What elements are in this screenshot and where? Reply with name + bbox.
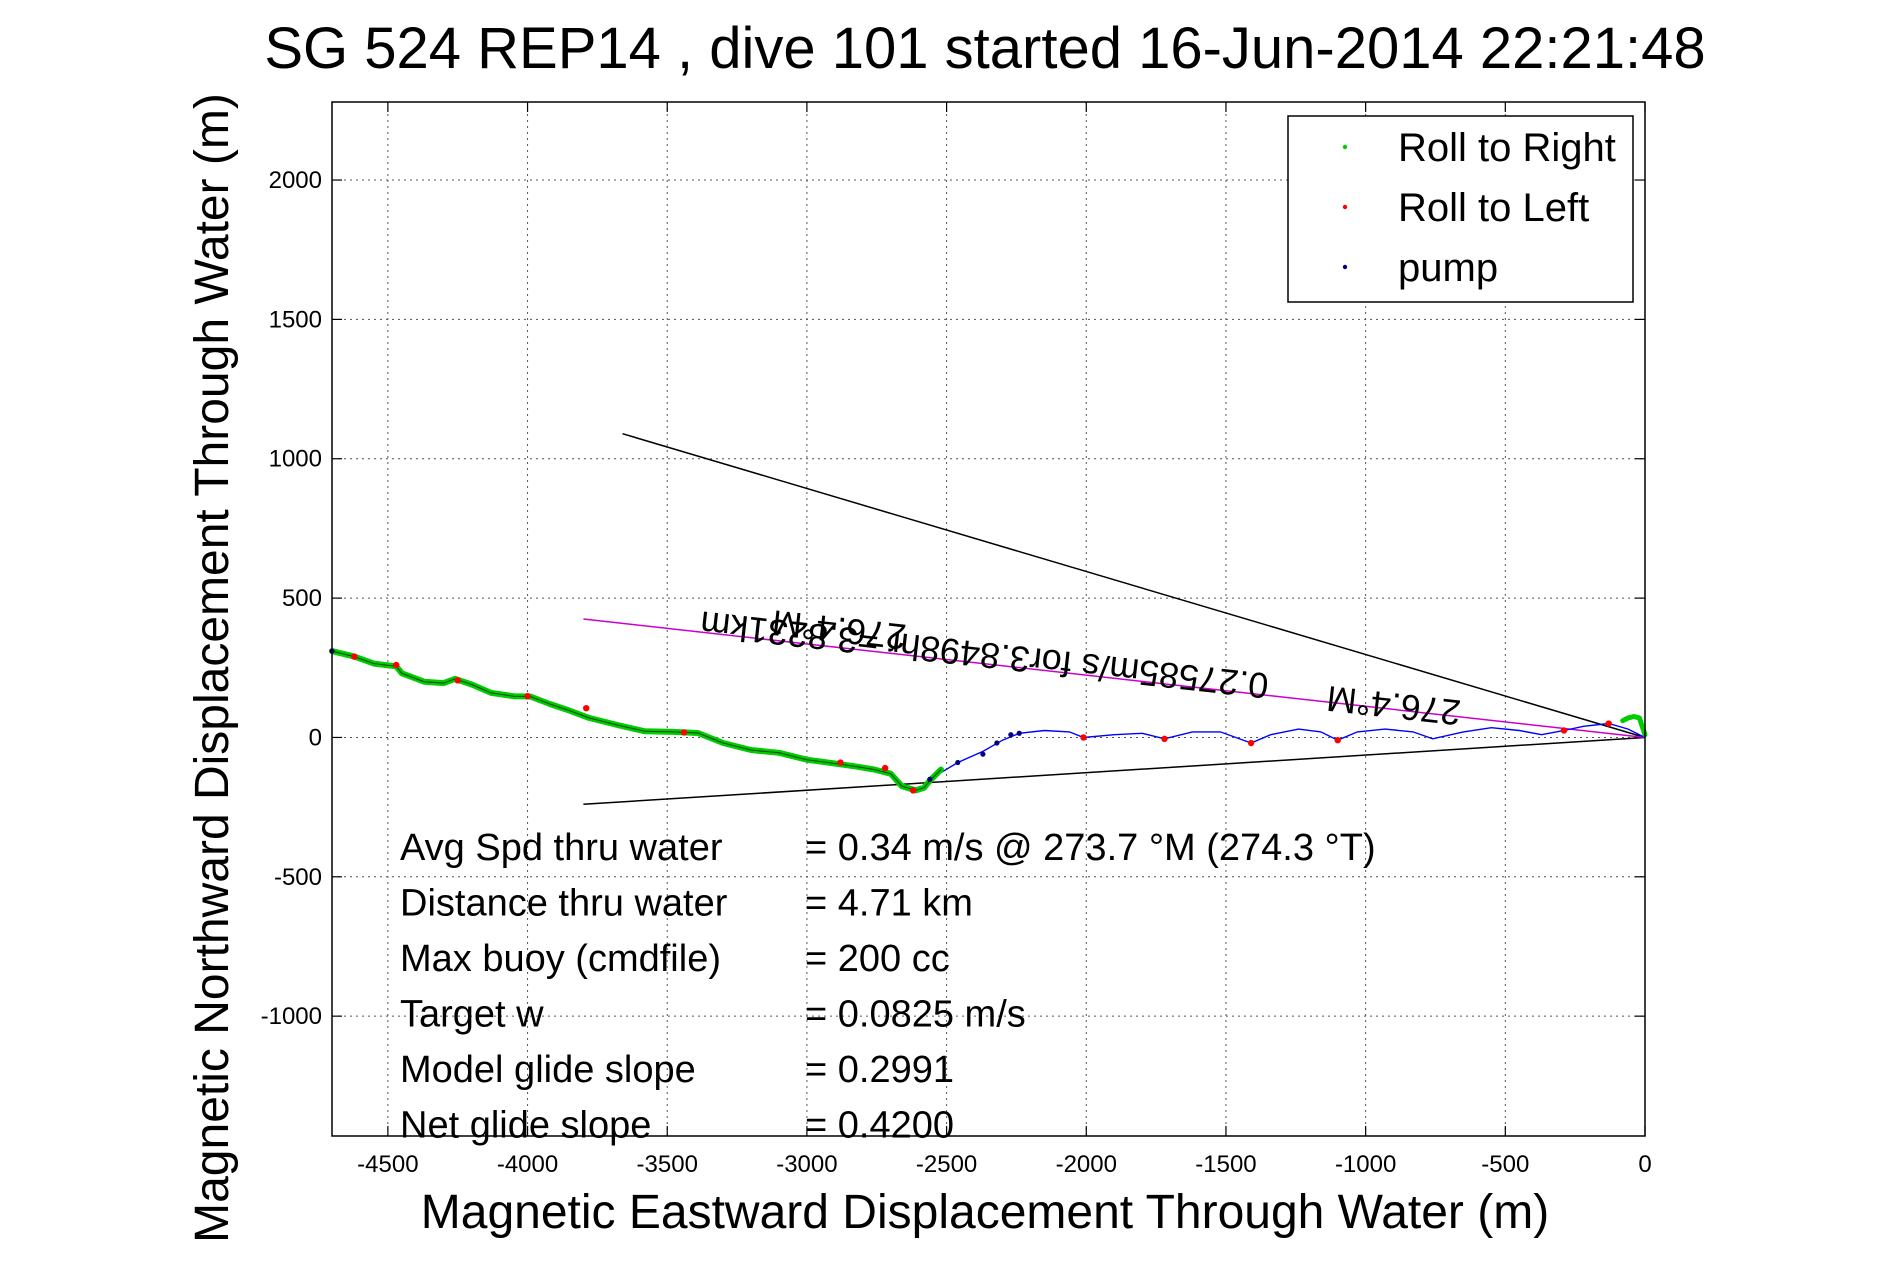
stats-block: Avg Spd thru water = 0.34 m/s @ 273.7 °M … [400, 827, 1376, 1147]
stat-value: = 0.4200 [805, 1105, 954, 1147]
legend: Roll to Right Roll to Left pump [1287, 115, 1634, 303]
roll-left-point [909, 787, 917, 794]
roll-left-point [1247, 739, 1255, 747]
legend-label: pump [1398, 246, 1498, 290]
track-line [929, 722, 1646, 780]
y-tick-label: -500 [274, 864, 322, 891]
roll-left-point [680, 729, 688, 736]
stat-label: Model glide slope [400, 1049, 696, 1091]
y-tick-label: 1500 [269, 306, 322, 333]
y-tick-label: 0 [309, 724, 322, 751]
roll-right-track-core [331, 650, 942, 791]
pump-point [1008, 732, 1014, 738]
x-tick-label: 0 [1638, 1151, 1651, 1178]
heading-line [583, 618, 1646, 739]
x-tick-label: -1000 [1335, 1151, 1396, 1178]
legend-marker [1342, 144, 1348, 150]
pump-point [994, 740, 1000, 746]
roll-left-point [1080, 734, 1087, 741]
stat-label: Max buoy (cmdfile) [400, 938, 721, 980]
roll-left-point [583, 704, 590, 712]
chart-title: SG 524 REP14 , dive 101 started 16-Jun-2… [264, 16, 1705, 81]
roll-left-point [351, 653, 358, 660]
y-tick-label: 2000 [269, 167, 322, 194]
legend-label: Roll to Left [1398, 186, 1589, 230]
pump-point [1016, 730, 1022, 736]
data-series [329, 432, 1648, 806]
pump-point [980, 751, 986, 757]
roll-left-point [1161, 735, 1168, 743]
y-ticks: -1000 -500 0 500 1000 1500 2000 [261, 167, 1645, 1030]
stat-label: Target w [400, 994, 544, 1036]
y-axis-title: Magnetic Northward Displacement Through … [186, 93, 239, 1243]
axes-border [331, 101, 1646, 1137]
stat-label: Distance thru water [400, 883, 728, 925]
roll-left-point [1560, 727, 1568, 734]
stat-label: Net glide slope [400, 1105, 651, 1147]
roll-left-point [1334, 737, 1341, 744]
stat-value: = 0.0825 m/s [805, 994, 1026, 1036]
legend-marker [1342, 204, 1348, 210]
stat-value: = 0.2991 [805, 1049, 954, 1091]
roll-right-track-tail [1620, 714, 1648, 738]
x-axis-title: Magnetic Eastward Displacement Through W… [421, 1186, 1549, 1239]
y-tick-label: 1000 [269, 446, 322, 473]
legend-marker [1342, 264, 1348, 270]
x-tick-label: -4500 [357, 1151, 418, 1178]
x-tick-label: -1500 [1195, 1151, 1256, 1178]
x-tick-label: -2500 [916, 1151, 977, 1178]
x-tick-label: -500 [1481, 1151, 1529, 1178]
pump-point [955, 759, 961, 766]
upper-reference-line [622, 432, 1646, 739]
stat-value: = 200 cc [805, 938, 950, 980]
y-tick-label: 500 [282, 585, 322, 612]
roll-left-point [837, 759, 844, 766]
roll-left-point [1605, 720, 1612, 727]
roll-left-point [454, 677, 461, 684]
stat-value: = 0.34 m/s @ 273.7 °M (274.3 °T) [805, 827, 1376, 869]
roll-left-point [524, 693, 531, 700]
x-ticks: -4500 -4000 -3500 -3000 -2500 -2000 -1500 -1000… [357, 102, 1652, 1178]
legend-label: Roll to Right [1398, 126, 1616, 170]
x-tick-label: -3000 [776, 1151, 837, 1178]
lower-reference-line [583, 736, 1646, 806]
x-tick-label: -2000 [1056, 1151, 1117, 1178]
stat-label: Avg Spd thru water [400, 827, 723, 869]
roll-left-point [393, 661, 400, 669]
x-tick-label: -3500 [637, 1151, 698, 1178]
stat-value: = 4.71 km [805, 883, 973, 925]
axes-frame: -4500 -4000 -3500 -3000 -2500 -2000 -1500 -1000… [261, 101, 1652, 1178]
y-tick-label: -1000 [261, 1003, 322, 1030]
pump-point [927, 776, 933, 782]
roll-left-point [881, 764, 889, 772]
x-tick-label: -4000 [497, 1151, 558, 1178]
